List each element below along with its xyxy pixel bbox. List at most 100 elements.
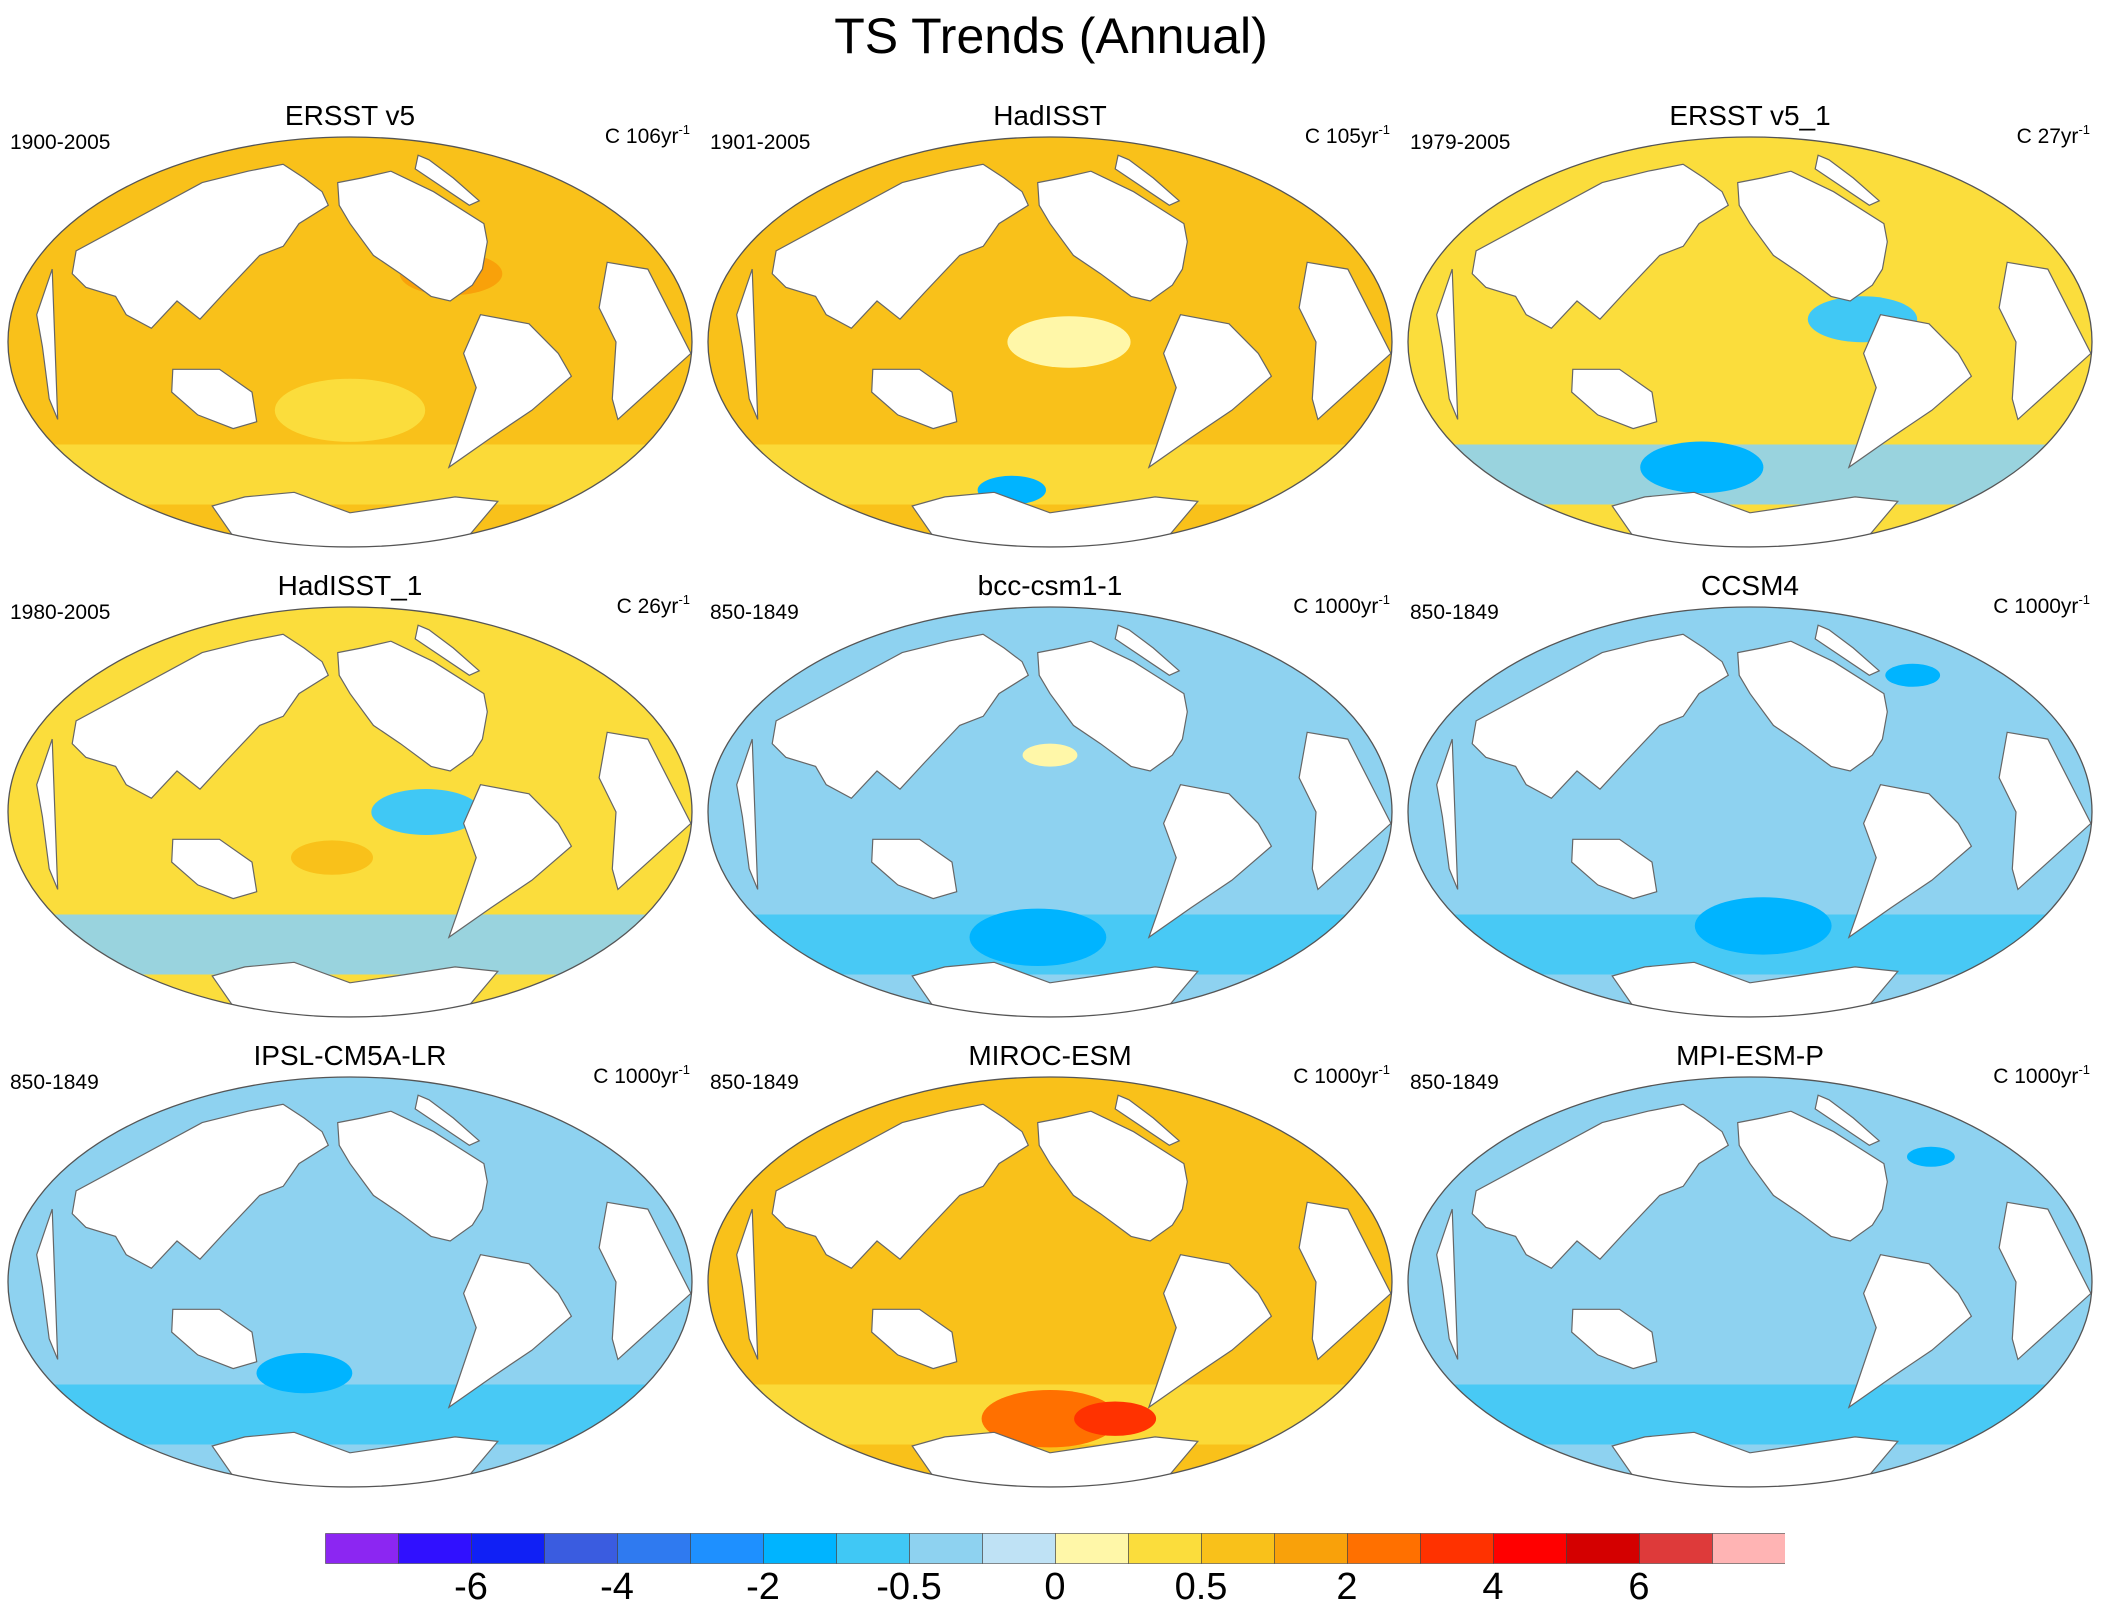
antarctica-landmass <box>911 491 1199 547</box>
panel-period: 850-1849 <box>710 601 799 624</box>
map-panel: ERSST v5 1900-2005 C 106yr-1 <box>0 100 700 560</box>
world-map <box>707 1076 1393 1488</box>
asia-landmass <box>1471 163 1730 330</box>
colorbar-tick-label: -0.5 <box>876 1566 942 1608</box>
antarctica-landmass <box>211 1431 499 1487</box>
panel-title: MIROC-ESM <box>968 1040 1132 1071</box>
anomaly-patch <box>981 1390 1119 1448</box>
africaW-landmass <box>1436 268 1459 420</box>
antarctica-landmass <box>1611 961 1899 1017</box>
panel-trend-units: C 26yr-1 <box>616 592 690 618</box>
australia-landmass <box>1571 368 1658 430</box>
africaW-landmass <box>36 1208 59 1360</box>
namerica-landmass <box>337 1110 488 1242</box>
anomaly-patch <box>1074 1401 1157 1436</box>
panel-period: 1901-2005 <box>710 131 811 154</box>
colorbar-tick-label: -6 <box>454 1566 488 1608</box>
panel-period: 850-1849 <box>1410 601 1499 624</box>
asia-landmass <box>71 1103 330 1270</box>
anomaly-patch <box>1907 1146 1955 1167</box>
map-panel: HadISST 1901-2005 C 105yr-1 <box>700 100 1400 560</box>
anomaly-patch <box>1640 441 1764 494</box>
panel-title: HadISST_1 <box>277 570 423 601</box>
colorbar-tick-label: -4 <box>600 1566 634 1608</box>
panel-title: ERSST v5_1 <box>1669 100 1831 131</box>
panel-trend-units: C 106yr-1 <box>604 122 690 148</box>
colorbar-swatch <box>1566 1533 1640 1564</box>
asia-landmass <box>1471 1103 1730 1270</box>
panel-trend-units: C 1000yr-1 <box>1293 1062 1390 1088</box>
colorbar-swatch <box>1347 1533 1421 1564</box>
panel-title: HadISST <box>993 100 1107 131</box>
world-map <box>7 1076 693 1488</box>
samerica-landmass <box>1847 1254 1973 1409</box>
map-panel: MIROC-ESM 850-1849 C 1000yr-1 <box>700 1040 1400 1500</box>
africa-landmass <box>1998 1201 2092 1361</box>
figure-title: TS Trends (Annual) <box>834 8 1268 64</box>
world-map <box>707 606 1393 1018</box>
namerica-landmass <box>1037 640 1188 772</box>
southern-ocean-band <box>708 444 1392 505</box>
africaW-landmass <box>736 1208 759 1360</box>
map-outline <box>7 1076 693 1488</box>
colorbar-swatch <box>763 1533 837 1564</box>
anomaly-patch <box>969 908 1107 966</box>
africa-landmass <box>1298 261 1392 421</box>
world-map <box>1407 606 2093 1018</box>
africa-landmass <box>598 1201 692 1361</box>
colorbar-tick-label: 6 <box>1628 1566 1650 1608</box>
asia-landmass <box>771 633 1030 800</box>
africa-landmass <box>1298 731 1392 891</box>
map-outline <box>1407 1076 2093 1488</box>
africa-landmass <box>598 731 692 891</box>
africa-landmass <box>1298 1201 1392 1361</box>
colorbar-tick-label: 4 <box>1482 1566 1504 1608</box>
panel-period: 850-1849 <box>1410 1071 1499 1094</box>
asia-landmass <box>771 1103 1030 1270</box>
colorbar-swatch <box>1128 1533 1202 1564</box>
asia-landmass <box>71 633 330 800</box>
antarctica-landmass <box>211 491 499 547</box>
australia-landmass <box>171 368 258 430</box>
antarctica-landmass <box>1611 491 1899 547</box>
world-map <box>1407 1076 2093 1488</box>
panel-trend-units: C 105yr-1 <box>1304 122 1390 148</box>
africaW-landmass <box>36 268 59 420</box>
colorbar-swatch <box>398 1533 472 1564</box>
africa-landmass <box>1998 261 2092 421</box>
greenland-landmass <box>1814 1094 1881 1146</box>
colorbar-swatch <box>325 1533 399 1564</box>
colorbar-swatch <box>690 1533 764 1564</box>
colorbar-swatch <box>544 1533 618 1564</box>
samerica-landmass <box>1147 1254 1273 1409</box>
samerica-landmass <box>447 314 573 469</box>
map-outline <box>707 1076 1393 1488</box>
namerica-landmass <box>1037 170 1188 302</box>
panel-title: bcc-csm1-1 <box>977 570 1123 601</box>
namerica-landmass <box>1037 1110 1188 1242</box>
antarctica-landmass <box>911 1431 1199 1487</box>
panel-title: ERSST v5 <box>284 100 416 131</box>
southern-ocean-band <box>8 914 692 975</box>
greenland-landmass <box>414 624 481 676</box>
map-panel: CCSM4 850-1849 C 1000yr-1 <box>1400 570 2100 1030</box>
africa-landmass <box>598 261 692 421</box>
map-panel: bcc-csm1-1 850-1849 C 1000yr-1 <box>700 570 1400 1030</box>
map-panel: HadISST_1 1980-2005 C 26yr-1 <box>0 570 700 1030</box>
colorbar-swatch <box>909 1533 983 1564</box>
colorbar <box>325 1533 1785 1564</box>
namerica-landmass <box>337 640 488 772</box>
map-outline <box>707 606 1393 1018</box>
panel-trend-units: C 27yr-1 <box>2016 122 2090 148</box>
greenland-landmass <box>1114 624 1181 676</box>
anomaly-patch <box>1007 316 1131 368</box>
colorbar-swatch <box>1055 1533 1129 1564</box>
greenland-landmass <box>1814 624 1881 676</box>
colorbar-tick-label: 0.5 <box>1174 1566 1228 1608</box>
anomaly-patch <box>274 378 426 442</box>
panel-trend-units: C 1000yr-1 <box>1993 592 2090 618</box>
panel-title: MPI-ESM-P <box>1676 1040 1824 1071</box>
australia-landmass <box>171 1308 258 1370</box>
panel-period: 850-1849 <box>710 1071 799 1094</box>
samerica-landmass <box>447 1254 573 1409</box>
